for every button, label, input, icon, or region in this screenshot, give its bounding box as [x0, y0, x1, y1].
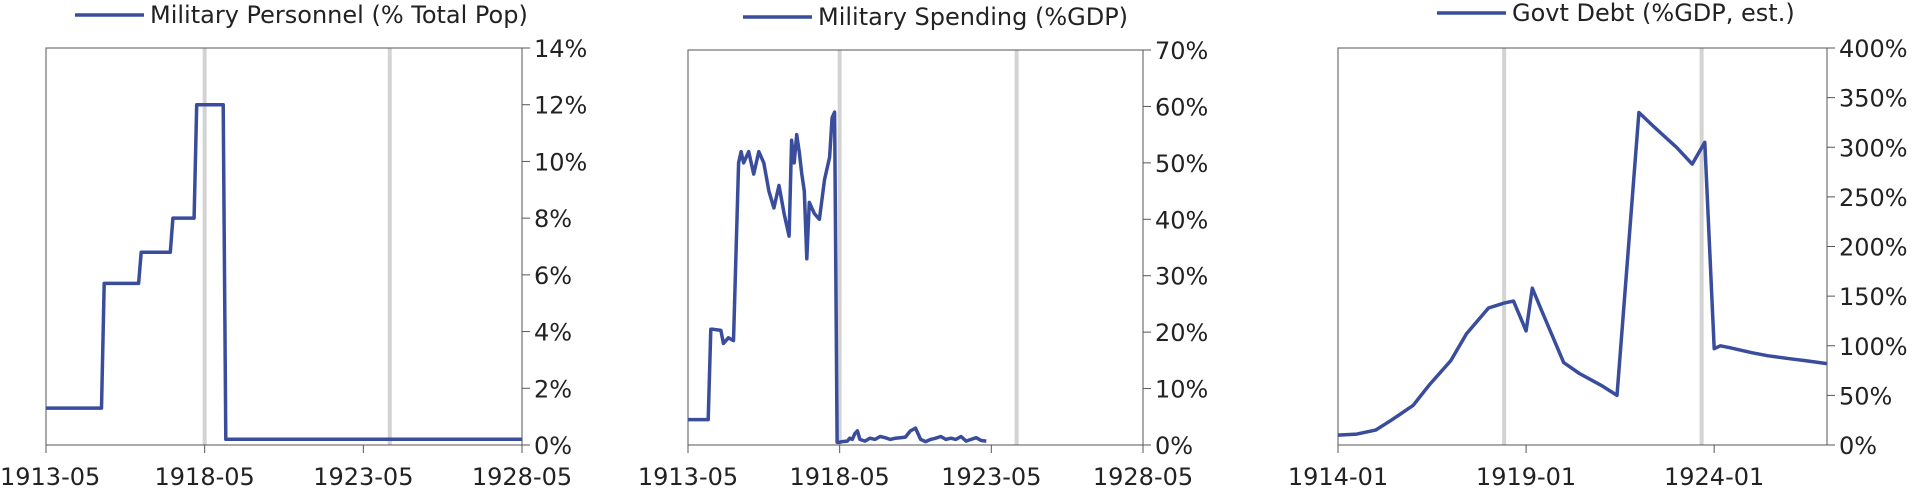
x-tick-label: 1919-01	[1476, 463, 1576, 491]
govt-debt-chart: 0% 50% 100% 150% 200% 250% 300% 350% 400% 1914-01…	[1288, 0, 1908, 491]
plot-frame	[687, 49, 1144, 446]
y-tick-label: 4%	[534, 319, 572, 347]
y-tick-label: 2%	[534, 375, 572, 403]
x-tick-label: 1928-05	[472, 463, 572, 491]
y-tick-label: 300%	[1839, 134, 1908, 162]
plot-frame	[45, 47, 523, 446]
legend-label: Military Spending (%GDP)	[818, 3, 1128, 31]
y-tick-label: 60%	[1155, 93, 1208, 121]
y-tick-label: 40%	[1155, 206, 1208, 234]
y-tick-label: 50%	[1155, 150, 1208, 178]
y-tick-label: 50%	[1839, 382, 1892, 410]
x-tick-label: 1923-05	[313, 463, 413, 491]
y-tick-label: 20%	[1155, 319, 1208, 347]
series-line	[1337, 110, 1828, 437]
y-tick-label: 12%	[534, 92, 587, 120]
x-tick-label: 1923-05	[941, 463, 1041, 491]
y-tick-label: 10%	[1155, 376, 1208, 404]
y-tick-label: 70%	[1155, 37, 1208, 65]
y-tick-label: 400%	[1839, 35, 1908, 63]
y-tick-label: 250%	[1839, 184, 1908, 212]
y-tick-label: 0%	[1839, 432, 1877, 460]
y-tick-label: 0%	[534, 432, 572, 460]
y-tick-label: 200%	[1839, 234, 1908, 262]
military-personnel-chart: 0% 2% 4% 6% 8% 10% 12% 14% 1913-05 1918-05 1923-05…	[0, 1, 587, 491]
x-tick-label: 1914-01	[1288, 463, 1388, 491]
x-tick-label: 1924-01	[1664, 463, 1764, 491]
y-tick-label: 100%	[1839, 333, 1908, 361]
legend-label: Military Personnel (% Total Pop)	[150, 1, 528, 29]
y-tick-label: 0%	[1155, 432, 1193, 460]
x-tick-label: 1918-05	[155, 463, 255, 491]
series-line	[46, 102, 522, 442]
y-tick-label: 350%	[1839, 85, 1908, 113]
series-line	[688, 110, 987, 444]
y-tick-label: 30%	[1155, 263, 1208, 291]
x-tick-label: 1918-05	[790, 463, 890, 491]
y-tick-label: 8%	[534, 205, 572, 233]
y-tick-label: 14%	[534, 35, 587, 63]
x-tick-label: 1913-05	[0, 463, 100, 491]
x-tick-label: 1913-05	[638, 463, 738, 491]
y-tick-label: 150%	[1839, 283, 1908, 311]
plot-frame	[1337, 47, 1828, 446]
y-tick-label: 6%	[534, 262, 572, 290]
military-spending-chart: 0% 10% 20% 30% 40% 50% 60% 70% 1913-05 1918-05 192…	[638, 3, 1208, 491]
legend-label: Govt Debt (%GDP, est.)	[1512, 0, 1795, 27]
y-tick-label: 10%	[534, 148, 587, 176]
x-tick-label: 1928-05	[1093, 463, 1193, 491]
